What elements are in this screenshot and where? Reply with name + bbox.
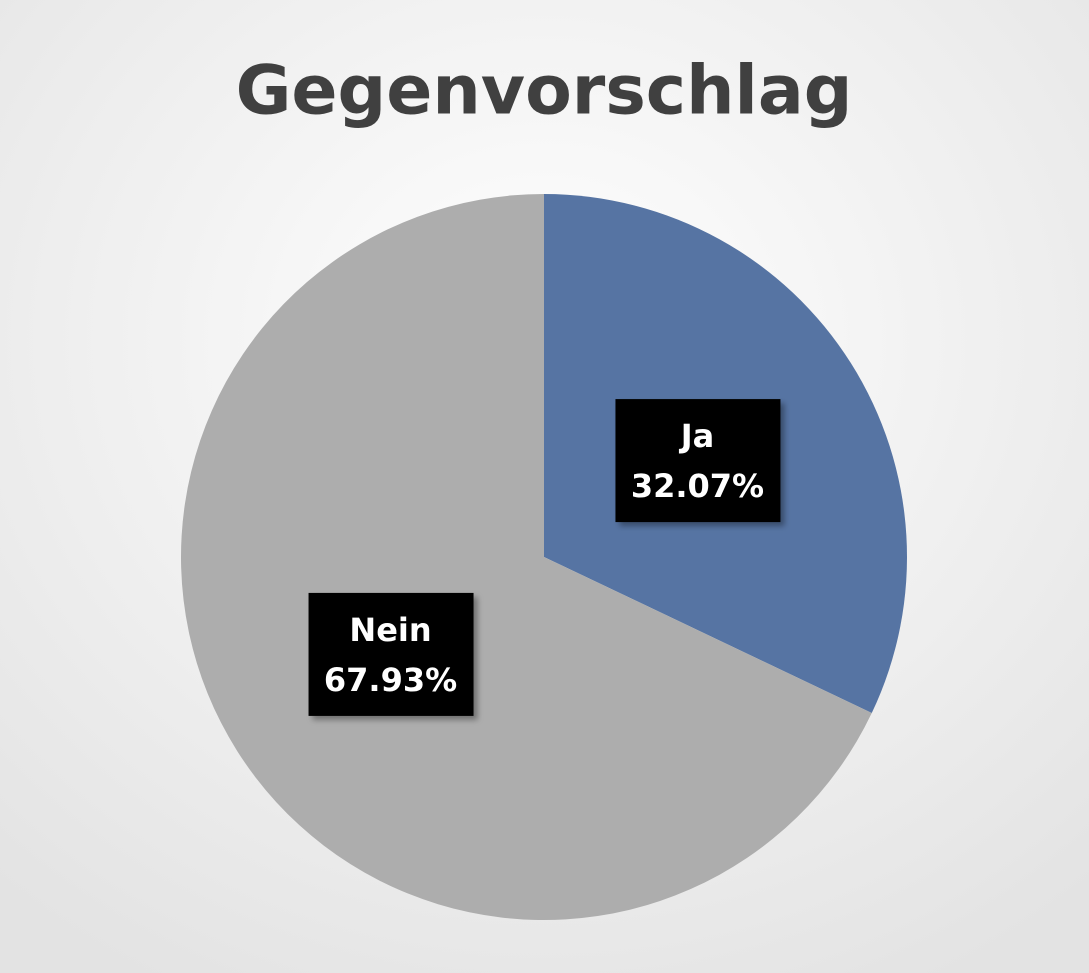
data-label-value: 67.93% <box>324 661 457 699</box>
data-label-category: Nein <box>349 611 431 649</box>
data-label-value: 32.07% <box>631 467 764 505</box>
data-label-box <box>308 592 474 716</box>
chart-title: Gegenvorschlag <box>236 52 853 131</box>
data-label-box <box>615 399 781 523</box>
pie-slice <box>181 194 872 920</box>
data-label-category: Ja <box>679 417 715 455</box>
